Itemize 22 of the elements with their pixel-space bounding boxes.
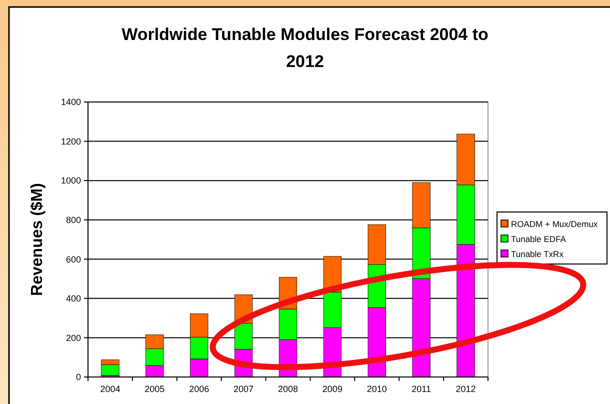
legend-label: Tunable EDFA bbox=[511, 234, 566, 244]
x-tick-label: 2007 bbox=[234, 384, 254, 394]
x-tick-label: 2009 bbox=[322, 384, 342, 394]
y-tick-label: 400 bbox=[66, 294, 81, 304]
y-tick-label: 800 bbox=[66, 215, 81, 226]
x-tick-label: 2010 bbox=[366, 384, 387, 394]
y-tick-label: 600 bbox=[66, 254, 81, 264]
x-tick-label: 2005 bbox=[144, 384, 165, 394]
y-tick-label: 200 bbox=[66, 332, 81, 343]
x-tick-label: 2006 bbox=[189, 384, 210, 394]
legend-label: ROADM + Mux/Demux bbox=[511, 218, 598, 229]
y-tick-label: 1000 bbox=[60, 176, 81, 186]
y-axis-title: Revenues ($M) bbox=[29, 183, 46, 296]
legend-label: Tunable TxRx bbox=[511, 248, 564, 259]
x-tick-label: 2008 bbox=[278, 384, 298, 394]
y-tick-label: 1400 bbox=[60, 97, 81, 108]
x-tick-label: 2004 bbox=[100, 384, 120, 394]
x-tick-label: 2011 bbox=[412, 384, 432, 394]
chart-title: Worldwide Tunable Modules Forecast 2004 to 2012 bbox=[122, 25, 488, 71]
x-tick-label: 2012 bbox=[456, 384, 476, 394]
y-tick-label: 1200 bbox=[60, 136, 81, 146]
y-tick-label: 0 bbox=[76, 372, 81, 382]
